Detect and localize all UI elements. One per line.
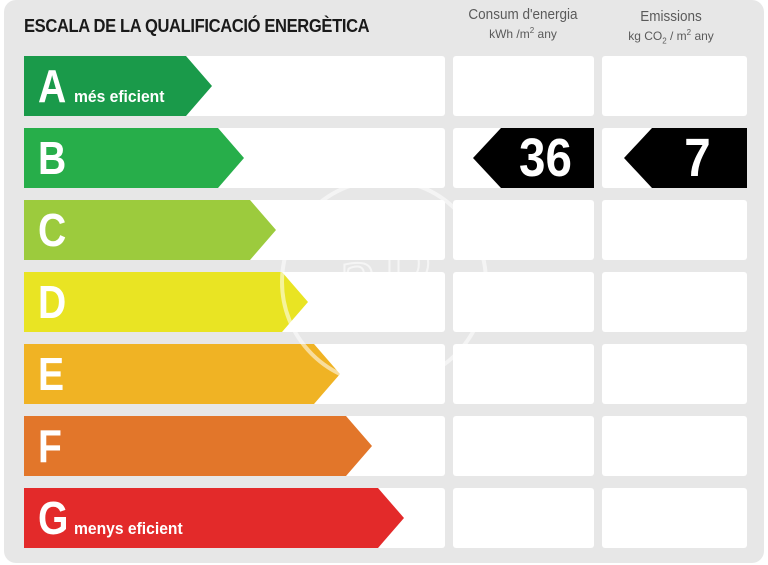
consumption-cell-f [453, 416, 594, 476]
consumption-cell-a [453, 56, 594, 116]
consumption-result-marker: 36 [473, 128, 594, 188]
emissions-cell-a [602, 56, 747, 116]
consumption-cell-e [453, 344, 594, 404]
emissions-cell-c [602, 200, 747, 260]
rating-arrow-g [24, 488, 404, 548]
rating-sublabel-g: menys eficient [74, 519, 183, 538]
emissions-cell-d [602, 272, 747, 332]
consumption-cell-g [453, 488, 594, 548]
consumption-label: Consum d'energia [468, 6, 578, 23]
consumption-result-marker-shape [473, 128, 594, 188]
rating-letter-g: G [38, 492, 69, 544]
emissions-result-marker: 7 [624, 128, 747, 188]
consumption-cell-c [453, 200, 594, 260]
emissions-column-header: Emissions kg CO2 / m2 any [600, 8, 742, 45]
rating-letter-b: B [38, 132, 67, 184]
rating-letter-e: E [38, 348, 65, 400]
emissions-result-marker-shape [624, 128, 747, 188]
rating-arrow-b [24, 128, 244, 188]
consumption-column-header: Consum d'energia kWh /m2 any [452, 6, 594, 41]
watermark-logo: aP [280, 178, 488, 386]
rating-arrow-c [24, 200, 276, 260]
rating-sublabel-a: més eficient [74, 87, 165, 106]
emissions-unit: kg CO2 / m2 any [628, 28, 714, 46]
emissions-result-marker-value: 7 [684, 128, 711, 188]
rating-arrow-e [24, 344, 340, 404]
rating-bar-b: B [24, 128, 244, 188]
emissions-cell-e [602, 344, 747, 404]
rating-bar-d: D [24, 272, 308, 332]
emissions-label: Emissions [640, 8, 702, 25]
rating-bar-c: C [24, 200, 276, 260]
svg-text:aP: aP [336, 222, 432, 329]
rating-bar-f: F [24, 416, 372, 476]
rating-arrow-a [24, 56, 212, 116]
consumption-result-marker-value: 36 [519, 128, 572, 188]
page-title: ESCALA DE LA QUALIFICACIÓ ENERGÈTICA [24, 16, 370, 36]
rating-letter-c: C [38, 204, 67, 256]
consumption-unit: kWh /m2 any [489, 26, 557, 41]
rating-arrow-d [24, 272, 308, 332]
rating-letter-d: D [38, 276, 67, 328]
emissions-cell-f [602, 416, 747, 476]
emissions-cell-g [602, 488, 747, 548]
rating-letter-f: F [38, 420, 62, 472]
rating-letter-a: A [38, 60, 67, 112]
rating-arrow-f [24, 416, 372, 476]
rating-bar-e: E [24, 344, 340, 404]
